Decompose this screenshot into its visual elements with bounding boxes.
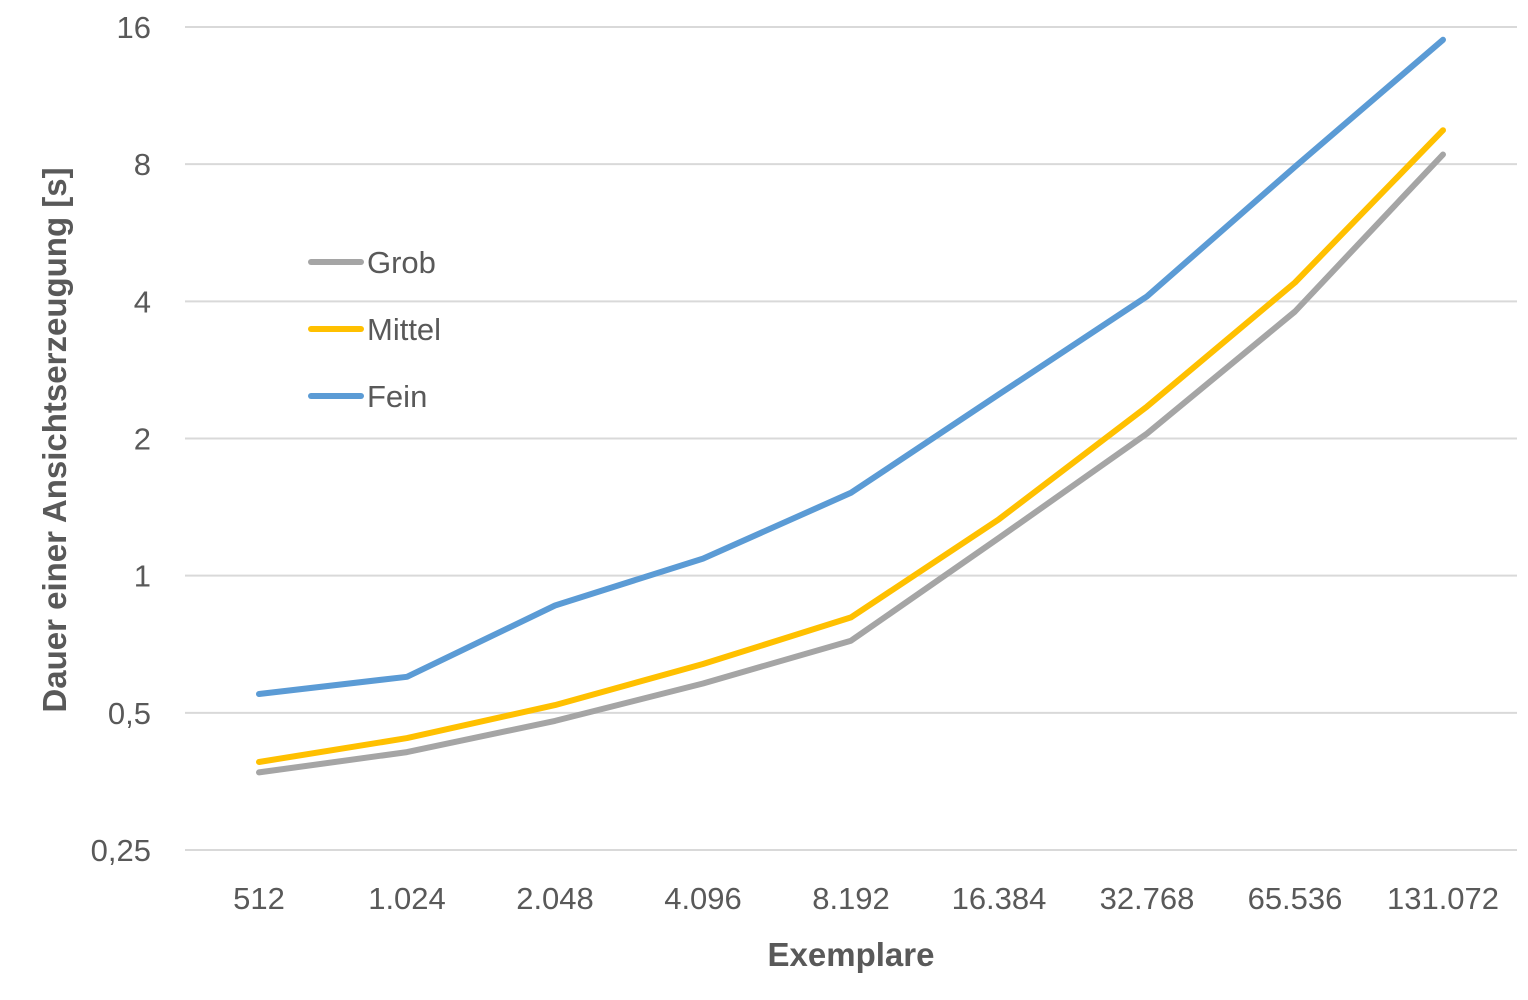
- y-tick-label: 0,25: [91, 833, 151, 868]
- y-axis-title: Dauer einer Ansichtserzeugung [s]: [36, 167, 73, 712]
- series-line-grob: [256, 151, 1446, 776]
- x-tick-label: 65.536: [1248, 881, 1343, 916]
- y-tick-label: 4: [134, 284, 151, 319]
- y-tick-label: 2: [134, 422, 151, 457]
- series-line-mittel: [256, 127, 1446, 765]
- x-tick-label: 2.048: [516, 881, 594, 916]
- y-tick-label: 8: [134, 147, 151, 182]
- legend-label: Grob: [367, 245, 436, 280]
- series-line-fein: [256, 36, 1446, 697]
- x-axis-title: Exemplare: [768, 936, 935, 973]
- x-tick-label: 1.024: [368, 881, 446, 916]
- x-tick-label: 8.192: [812, 881, 890, 916]
- legend-label: Fein: [367, 379, 427, 414]
- y-tick-label: 1: [134, 559, 151, 594]
- legend: Grob Mittel Fein: [308, 245, 441, 414]
- y-tick-label: 16: [117, 10, 151, 45]
- x-tick-label: 16.384: [952, 881, 1047, 916]
- x-tick-label: 512: [233, 881, 285, 916]
- y-tick-label: 0,5: [108, 696, 151, 731]
- y-axis-ticks: 0,25 0,5 1 2 4 8 16: [91, 10, 151, 868]
- x-tick-label: 32.768: [1100, 881, 1195, 916]
- x-axis-ticks: 512 1.024 2.048 4.096 8.192 16.384 32.768 65.53…: [233, 881, 1499, 916]
- x-tick-label: 131.072: [1387, 881, 1499, 916]
- legend-label: Mittel: [367, 312, 441, 347]
- x-tick-label: 4.096: [664, 881, 742, 916]
- gridlines: [185, 26, 1517, 851]
- series-lines: [256, 36, 1446, 776]
